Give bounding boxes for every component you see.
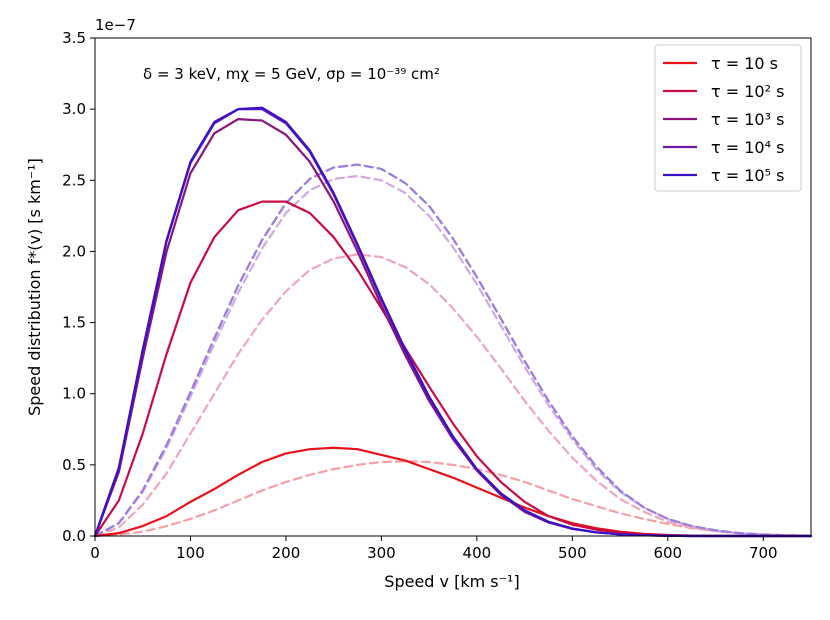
legend-label-3: τ = 10³ s (711, 110, 784, 129)
series-line-10 (93, 163, 813, 538)
series-line-6 (93, 460, 813, 538)
x-tick-label: 600 (653, 544, 682, 562)
x-tick-label: 500 (558, 544, 587, 562)
y-tick-label: 1.5 (62, 314, 86, 332)
x-tick-label: 200 (272, 544, 301, 562)
x-tick-label: 700 (749, 544, 778, 562)
legend-label-2: τ = 10² s (711, 82, 784, 101)
y-tick-label: 3.5 (62, 29, 86, 47)
x-axis-label: Speed v [km s⁻¹] (384, 572, 519, 591)
parameter-annotation: δ = 3 keV, mχ = 5 GeV, σp = 10⁻³⁹ cm² (143, 65, 440, 83)
y-axis: 0.0 0.5 1.0 1.5 2.0 2.5 3.0 3.5 (62, 29, 95, 545)
series-line-7 (93, 253, 813, 538)
y-tick-label: 0.0 (62, 527, 86, 545)
x-tick-label: 300 (367, 544, 396, 562)
y-axis-label: Speed distribution f*(v) [s km⁻¹] (25, 158, 44, 416)
x-axis: 0 100 200 300 400 500 600 700 (90, 536, 778, 562)
x-tick-label: 0 (90, 544, 100, 562)
x-tick-label: 100 (176, 544, 205, 562)
legend: τ = 10 s τ = 10² s τ = 10³ s τ = 10⁴ s τ = 1… (654, 44, 802, 192)
y-tick-label: 0.5 (62, 456, 86, 474)
plot-frame (94, 37, 812, 537)
y-tick-label: 2.5 (62, 171, 86, 189)
y-offset-text: 1e−7 (95, 16, 136, 34)
legend-label-1: τ = 10 s (711, 54, 778, 73)
legend-label-5: τ = 10⁵ s (711, 166, 784, 185)
legend-label-4: τ = 10⁴ s (711, 138, 784, 157)
y-tick-label: 3.0 (62, 100, 86, 118)
legend-box (654, 44, 802, 192)
x-tick-label: 400 (463, 544, 492, 562)
y-tick-label: 2.0 (62, 242, 86, 260)
y-tick-label: 1.0 (62, 385, 86, 403)
